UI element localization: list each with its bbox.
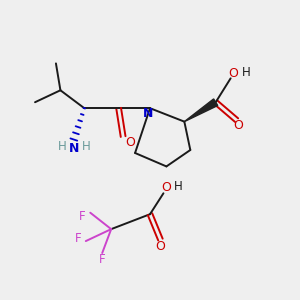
Text: F: F	[75, 232, 82, 245]
Text: O: O	[161, 181, 171, 194]
Text: N: N	[143, 107, 154, 120]
Text: N: N	[69, 142, 79, 155]
Text: H: H	[242, 66, 250, 79]
Text: O: O	[155, 240, 165, 253]
Text: H: H	[58, 140, 67, 153]
Text: F: F	[99, 253, 106, 266]
Text: F: F	[79, 210, 85, 223]
Text: O: O	[229, 68, 238, 80]
Text: O: O	[233, 119, 243, 132]
Text: H: H	[174, 180, 183, 193]
Polygon shape	[184, 99, 218, 122]
Text: H: H	[82, 140, 91, 153]
Text: O: O	[126, 136, 136, 149]
